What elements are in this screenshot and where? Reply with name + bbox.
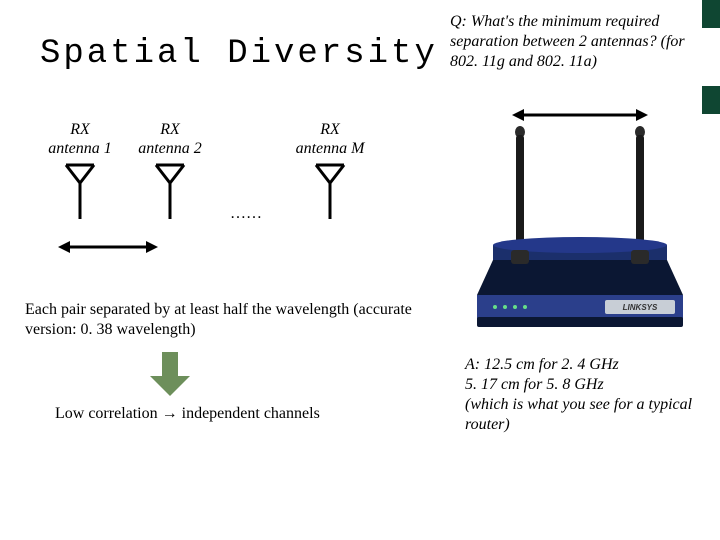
- antenna-icon: [62, 161, 98, 221]
- antenna-2: RX antenna 2: [130, 120, 210, 221]
- antenna-label: RX antenna 1: [40, 120, 120, 158]
- decor-bar: [702, 0, 720, 28]
- conclusion-text: Low correlation → independent channels: [55, 405, 320, 423]
- double-arrow-icon: [58, 238, 158, 256]
- page-title: Spatial Diversity: [40, 35, 438, 73]
- question-text: Q: What's the minimum required separatio…: [450, 12, 690, 72]
- router-logo-text: LINKSYS: [623, 303, 658, 312]
- router-icon: LINKSYS: [465, 95, 695, 345]
- router-illustration: LINKSYS: [465, 95, 695, 345]
- down-arrow-icon: [150, 352, 190, 396]
- antenna-icon: [152, 161, 188, 221]
- antenna-label: RX antenna M: [290, 120, 370, 158]
- antenna-diagram: RX antenna 1 RX antenna 2 RX antenna M: [30, 120, 410, 270]
- answer-text: A: 12.5 cm for 2. 4 GHz 5. 17 cm for 5. …: [465, 355, 695, 435]
- decor-bar: [702, 86, 720, 114]
- antenna-m: RX antenna M: [290, 120, 370, 221]
- right-arrow-icon: →: [162, 405, 178, 422]
- antenna-label: RX antenna 2: [130, 120, 210, 158]
- separation-text: Each pair separated by at least half the…: [25, 300, 420, 340]
- antenna-1: RX antenna 1: [40, 120, 120, 221]
- antenna-icon: [312, 161, 348, 221]
- ellipsis: ……: [230, 205, 262, 223]
